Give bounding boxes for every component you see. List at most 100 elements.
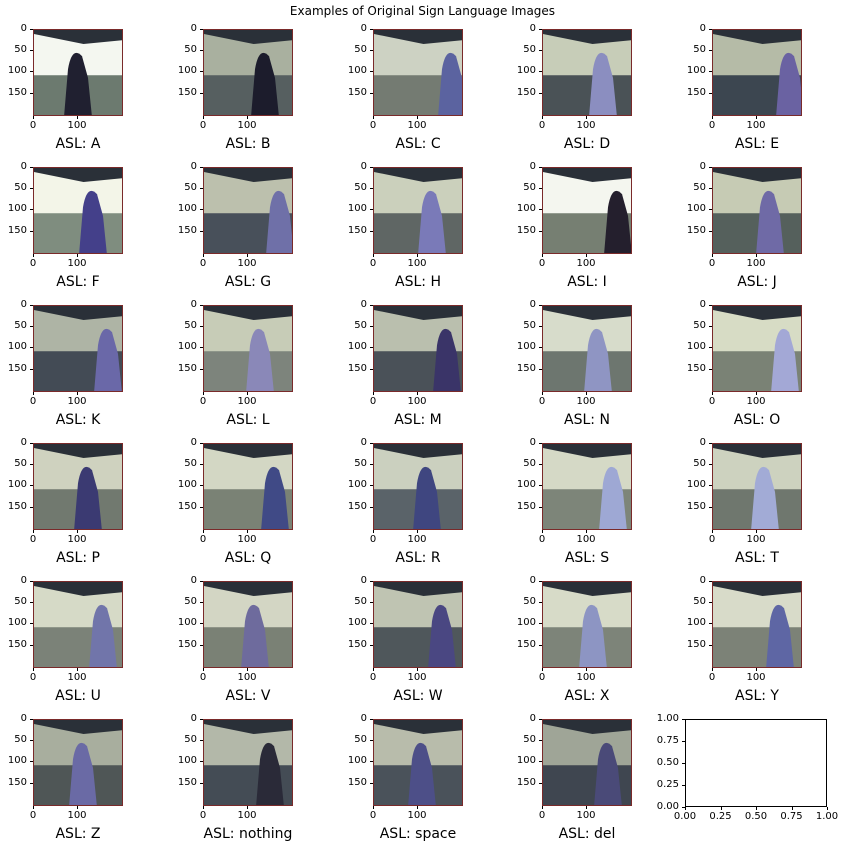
y-tick-label: 150	[680, 501, 712, 512]
y-tick-label: 0	[1, 713, 33, 724]
sign-image-picture	[34, 306, 122, 391]
x-tick-label: 0	[188, 392, 218, 407]
x-tick-label: 100	[232, 116, 262, 131]
x-tick-label: 100	[571, 254, 601, 269]
sign-image-picture	[374, 168, 462, 253]
x-tick-label: 100	[741, 668, 771, 683]
y-tick-label: 100	[341, 755, 373, 766]
y-tick-label: 50	[1, 320, 33, 331]
y-tick-label: 50	[341, 596, 373, 607]
hand-shape	[771, 329, 799, 391]
y-tick-label: 100	[680, 341, 712, 352]
hand-shape	[89, 605, 117, 667]
y-tick-label: 100	[680, 479, 712, 490]
hand-shape	[766, 605, 794, 667]
sign-image-picture	[204, 30, 292, 115]
y-tick-label: 50	[171, 734, 203, 745]
y-tick-label: 150	[680, 639, 712, 650]
y-tick-label: 0	[341, 23, 373, 34]
x-tick-label: 100	[571, 668, 601, 683]
y-tick-label: 150	[341, 501, 373, 512]
y-tick-label: 150	[510, 225, 542, 236]
y-tick-label: 0	[680, 299, 712, 310]
y-tick-label: 100	[1, 617, 33, 628]
x-tick-label: 0	[188, 806, 218, 821]
sign-image-picture	[204, 306, 292, 391]
x-tick-label: 100	[571, 392, 601, 407]
x-tick-label: 100	[62, 392, 92, 407]
y-tick-label: 0	[1, 575, 33, 586]
y-tick-label: 0	[171, 713, 203, 724]
x-tick-label: 0	[527, 392, 557, 407]
y-tick-label: 100	[171, 755, 203, 766]
y-tick-label: 100	[510, 755, 542, 766]
y-tick-label: 50	[341, 458, 373, 469]
x-tick-label: 0	[18, 806, 48, 821]
y-tick-label: 0	[171, 437, 203, 448]
y-tick-label: 150	[171, 87, 203, 98]
x-tick-label: 1.00	[812, 807, 842, 822]
y-tick-label: 100	[171, 203, 203, 214]
hand-shape	[69, 743, 97, 805]
image-caption: ASL: C	[395, 136, 441, 152]
hand-shape	[579, 605, 607, 667]
hand-shape	[246, 329, 274, 391]
sign-image	[203, 443, 293, 530]
y-tick-label: 150	[680, 87, 712, 98]
x-tick-label: 100	[232, 530, 262, 545]
y-tick-label: 150	[1, 363, 33, 374]
sign-image-picture	[713, 306, 801, 391]
y-tick-label: 0	[171, 299, 203, 310]
y-tick-label: 0	[510, 575, 542, 586]
y-tick-label: 0	[341, 161, 373, 172]
y-tick-label: 50	[341, 734, 373, 745]
x-tick-label: 100	[232, 254, 262, 269]
y-tick-label: 0	[341, 437, 373, 448]
sign-image-picture	[204, 168, 292, 253]
y-tick-label: 0	[1, 23, 33, 34]
x-tick-label: 0	[527, 254, 557, 269]
sign-image-picture	[204, 444, 292, 529]
y-tick-label: 0	[1, 299, 33, 310]
x-tick-label: 0.50	[741, 807, 771, 822]
image-caption: ASL: N	[564, 412, 610, 428]
y-tick-label: 0	[341, 575, 373, 586]
hand-shape	[584, 329, 612, 391]
y-tick-label: 50	[1, 458, 33, 469]
y-tick-label: 100	[171, 479, 203, 490]
y-tick-label: 150	[680, 225, 712, 236]
y-tick-label: 0	[171, 23, 203, 34]
y-tick-label: 100	[1, 341, 33, 352]
y-tick-label: 0	[1, 437, 33, 448]
figure-title: Examples of Original Sign Language Image…	[289, 4, 556, 18]
y-tick-label: 0	[510, 23, 542, 34]
sign-image-picture	[374, 306, 462, 391]
sign-image	[203, 29, 293, 116]
x-tick-label: 100	[62, 254, 92, 269]
sign-image-picture	[543, 582, 631, 667]
sign-image	[542, 167, 632, 254]
y-tick-label: 50	[680, 458, 712, 469]
hand-shape	[428, 605, 456, 667]
hand-shape	[438, 53, 462, 115]
x-tick-label: 100	[741, 530, 771, 545]
y-tick-label: 0.25	[656, 779, 685, 790]
hand-shape	[261, 467, 289, 529]
y-tick-label: 50	[510, 320, 542, 331]
y-tick-label: 100	[510, 617, 542, 628]
y-tick-label: 0.50	[656, 757, 685, 768]
x-tick-label: 0	[358, 392, 388, 407]
hand-shape	[64, 53, 92, 115]
sign-image-picture	[713, 168, 801, 253]
sign-image	[712, 167, 802, 254]
y-tick-label: 100	[510, 65, 542, 76]
x-tick-label: 0	[188, 668, 218, 683]
x-tick-label: 0	[18, 392, 48, 407]
y-tick-label: 0	[510, 299, 542, 310]
y-tick-label: 100	[171, 65, 203, 76]
y-tick-label: 0	[680, 437, 712, 448]
sign-image	[542, 29, 632, 116]
sign-image-picture	[713, 582, 801, 667]
sign-image-picture	[713, 30, 801, 115]
sign-image-picture	[374, 720, 462, 805]
